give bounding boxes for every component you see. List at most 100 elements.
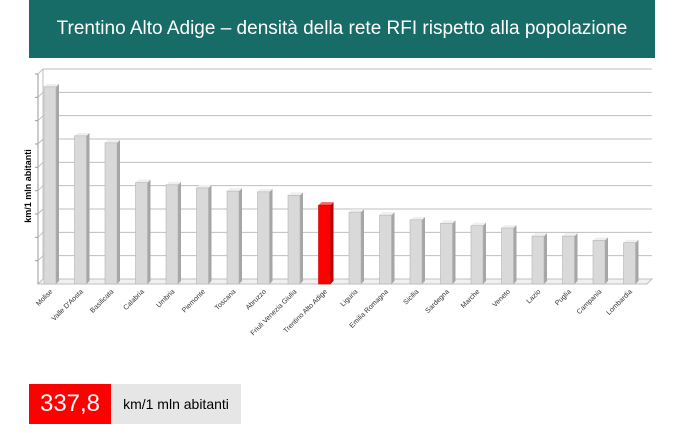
highlight-unit: km/1 mln abitanti: [111, 384, 241, 424]
grid-line-diag: [37, 68, 44, 75]
bar-top: [105, 139, 120, 143]
grid-line-diag: [37, 91, 44, 98]
grid-line-diag: [37, 115, 44, 122]
chart-floor: [36, 278, 654, 285]
bar-side: [330, 202, 334, 284]
grid-line-diag: [37, 138, 44, 145]
y-axis-label: km/1 mln abitanti: [23, 149, 33, 223]
bar-front: [287, 195, 301, 285]
bar-5: [196, 184, 212, 285]
bar-top: [227, 188, 242, 192]
bar-front: [348, 211, 362, 285]
x-tick-label: Sardegna: [424, 288, 450, 314]
x-tick-label: Umbria: [156, 288, 177, 309]
bar-10: [348, 209, 364, 285]
bar-17: [562, 233, 578, 285]
bar-9: [318, 202, 334, 285]
bar-front: [135, 182, 148, 285]
bar-top: [501, 225, 517, 228]
bar-6: [226, 188, 242, 285]
bar-side: [239, 188, 242, 284]
bar-16: [531, 233, 547, 285]
bar-top: [349, 209, 364, 213]
bar-front: [501, 227, 514, 285]
grid-line-diag: [37, 231, 44, 238]
bar-top: [440, 220, 456, 224]
bar-front: [623, 242, 636, 285]
bar-side: [422, 216, 425, 284]
bar-side: [391, 212, 395, 284]
bar-top: [257, 188, 273, 192]
bar-side: [605, 237, 608, 284]
x-tick-label: Lombardia: [606, 288, 634, 316]
bar-side: [544, 233, 547, 284]
bar-front: [43, 86, 57, 285]
bar-11: [379, 212, 395, 285]
bar-front: [592, 240, 606, 285]
x-tick-label: Toscana: [214, 288, 237, 311]
bar-top: [74, 132, 90, 136]
bar-3: [135, 179, 151, 285]
bar-side: [178, 181, 181, 284]
grid-line-diag: [37, 255, 44, 262]
bar-side: [86, 132, 90, 284]
grid-line-diag: [37, 208, 44, 215]
bars: [43, 83, 639, 285]
bar-side: [56, 83, 59, 284]
chart-title-banner: Trentino Alto Adige – densità della rete…: [29, 0, 655, 58]
x-tick-label: Campania: [576, 288, 604, 316]
bar-side: [147, 179, 151, 284]
x-tick-label: Valle D'Aosta: [51, 288, 85, 322]
bar-front: [318, 204, 331, 285]
highlight-value: 337,8: [29, 384, 111, 424]
bar-top: [166, 181, 181, 185]
bar-12: [409, 216, 425, 285]
bar-side: [574, 233, 578, 284]
bar-14: [470, 222, 486, 285]
bar-2: [104, 139, 120, 285]
bar-front: [562, 235, 575, 285]
x-tick-label: Piemonte: [181, 288, 207, 314]
bar-front: [440, 223, 453, 285]
bar-front: [226, 190, 240, 285]
x-tick-label: Calabria: [123, 288, 146, 311]
bar-front: [379, 214, 392, 285]
x-tick-label: Marche: [460, 288, 482, 310]
bar-top: [288, 192, 303, 196]
bar-front: [104, 142, 118, 285]
bar-8: [287, 192, 303, 285]
bar-13: [440, 220, 456, 285]
bar-18: [592, 237, 608, 285]
bar-side: [513, 225, 517, 284]
bar-19: [623, 239, 639, 285]
bar-top: [471, 222, 486, 226]
bar-top: [623, 239, 639, 243]
x-tick-label: Lazio: [526, 288, 543, 305]
bar-top: [318, 202, 334, 206]
bar-top: [44, 83, 59, 87]
x-tick-label: Puglia: [554, 288, 573, 307]
bar-top: [593, 237, 608, 241]
x-tick-label: Basilicata: [89, 288, 115, 314]
bar-top: [562, 233, 578, 237]
bar-side: [269, 188, 273, 284]
bar-front: [257, 191, 270, 285]
bar-side: [635, 239, 639, 284]
bar-top: [135, 179, 151, 183]
bar-side: [483, 222, 486, 284]
bar-front: [470, 225, 484, 285]
x-tick-label: Molise: [35, 288, 54, 307]
bar-15: [501, 225, 517, 285]
summary-box: 337,8 km/1 mln abitanti: [29, 384, 241, 424]
bar-front: [196, 187, 209, 285]
x-tick-label: Sicilia: [403, 288, 421, 306]
bar-side: [361, 209, 364, 284]
grid-lines: [35, 68, 654, 285]
bar-side: [117, 139, 120, 284]
grid-line-diag: [37, 161, 44, 168]
bar-top: [532, 233, 547, 237]
bar-top: [410, 216, 425, 220]
bar-front: [74, 135, 87, 285]
